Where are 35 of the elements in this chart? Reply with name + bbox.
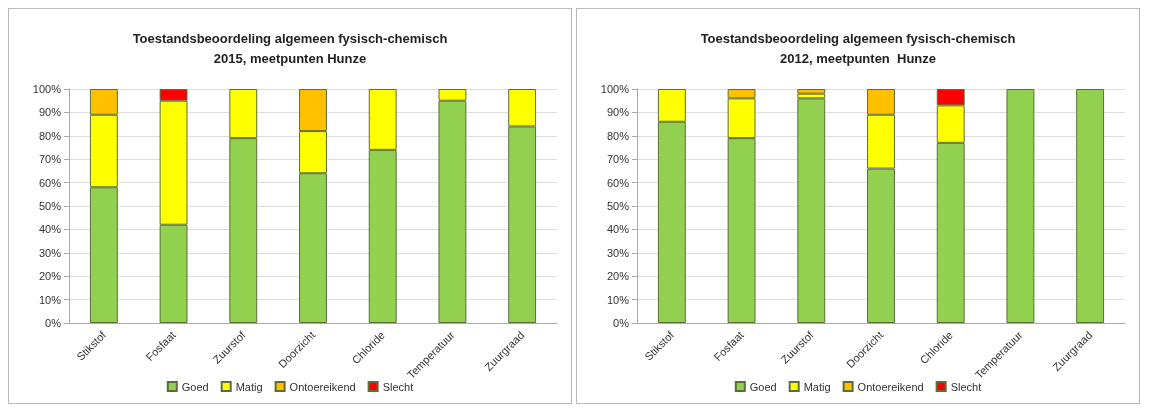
y-tick-label: 50%: [38, 200, 62, 212]
y-tick-label: 80%: [38, 129, 62, 142]
y-tick-label: 100%: [32, 83, 62, 95]
y-tick-label: 20%: [606, 270, 630, 283]
legend-label: Slecht: [382, 380, 414, 393]
bar: [797, 98, 826, 323]
y-tick-label: 30%: [38, 246, 62, 259]
y-tick-label: 10%: [606, 293, 630, 306]
y-tick-label: 40%: [606, 223, 630, 236]
legend-label: Ontoereikend: [857, 380, 924, 393]
bar: [1006, 89, 1035, 323]
y-tick-label: 90%: [38, 106, 62, 119]
y-tick-label: 60%: [606, 176, 630, 189]
y-tick-label: 20%: [38, 270, 62, 283]
y-tick-label: 50%: [606, 200, 630, 212]
y-tick-label: 70%: [606, 153, 630, 166]
y-tick-label: 0%: [613, 317, 630, 329]
legend-label: Matig: [803, 380, 831, 393]
legend-label: Matig: [235, 380, 263, 393]
y-tick-label: 60%: [38, 176, 62, 189]
y-tick-label: 30%: [606, 246, 630, 259]
legend-label: Goed: [749, 380, 777, 393]
y-tick-label: 70%: [38, 153, 62, 166]
y-tick-label: 0%: [45, 317, 62, 329]
legend-label: Ontoereikend: [289, 380, 356, 393]
y-tick-label: 80%: [606, 129, 630, 142]
chart-title: Toestandsbeoordeling algemeen fysisch-chemisch 2015, meetpunten Hunze: [132, 30, 448, 66]
y-tick-label: 100%: [600, 83, 630, 95]
y-tick-label: 10%: [38, 293, 62, 306]
y-tick-label: 40%: [38, 223, 62, 236]
chart-title: Toestandsbeoordeling algemeen fysisch-chemisch 2012, meetpunten Hunze: [700, 30, 1016, 66]
legend-label: Goed: [181, 380, 209, 393]
bar: [1076, 89, 1105, 323]
legend-label: Slecht: [950, 380, 982, 393]
y-tick-label: 90%: [606, 106, 630, 119]
